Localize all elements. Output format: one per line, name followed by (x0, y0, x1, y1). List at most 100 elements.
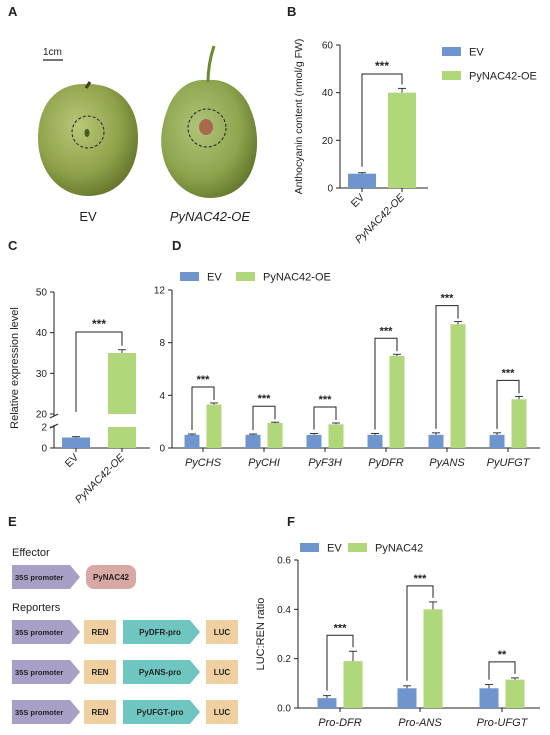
reporter-pro-arrow (123, 660, 200, 684)
chart-d-bar (367, 434, 383, 448)
chart-c-y-tick-label: 30 (36, 369, 48, 380)
chart-d-sig-bracket (313, 406, 337, 430)
chart-c-bar (108, 427, 136, 448)
chart-d-legend-swatch (236, 272, 255, 281)
panel-letter-b: B (287, 4, 297, 19)
reporter-promoter-arrow (12, 660, 80, 684)
chart-f-legend-swatch (300, 543, 319, 552)
reporter-pro-arrow (123, 700, 200, 724)
chart-f-y-label: LUC:REN ratio (255, 598, 267, 671)
chart-d-y-tick-label: 4 (159, 391, 165, 402)
chart-d-y-tick-label: 8 (159, 338, 165, 349)
construct-diagram: Effector 35S promoter PyNAC42 Reporters … (12, 547, 238, 724)
chart-f-bar (343, 661, 363, 708)
chart-d-bar (511, 399, 527, 448)
chart-f-legend-label: EV (327, 543, 342, 555)
chart-d-bar (428, 434, 444, 448)
chart-f-bar (505, 679, 525, 708)
chart-d-sig-label: *** (502, 367, 516, 379)
reporter-luc-label: LUC (214, 668, 231, 677)
effector-promoter-arrow (12, 565, 80, 589)
chart-f-sig-bracket (406, 585, 434, 681)
chart-d-sig-bracket (374, 337, 398, 430)
chart-b-y-tick-label: 60 (322, 41, 334, 52)
reporter-promoter-arrow (12, 700, 80, 724)
chart-c-sig-label: *** (92, 317, 106, 331)
chart-b-legend-label: EV (469, 47, 484, 59)
reporters-title: Reporters (12, 602, 61, 614)
reporter-luc-label: LUC (214, 628, 231, 637)
chart-d-legend-swatch (180, 272, 199, 281)
chart-d-y-tick-label: 12 (154, 286, 166, 297)
chart-f-sig-label: *** (414, 573, 428, 585)
chart-d-y-tick-label: 0 (159, 444, 165, 455)
panel-letter-d: D (172, 238, 182, 253)
chart-d-legend-label: PyNAC42-OE (263, 272, 331, 284)
reporter-ren-box (84, 700, 116, 724)
chart-f-bar (479, 688, 499, 708)
scale-bar-label: 1cm (43, 47, 62, 58)
chart-d-x-tick-label: PyANS (429, 457, 465, 469)
chart-d-bar (389, 355, 405, 448)
chart-b-y-tick-label: 20 (322, 136, 334, 147)
chart-d: 0 4 8 12 PyCHS *** PyCHI *** PyF3H *** PyDFR *** PyA… (154, 272, 540, 469)
chart-f-x-tick-label: Pro-UFGT (477, 717, 529, 729)
chart-c-y-tick-label: 20 (36, 410, 48, 421)
chart-c-axis-break (49, 413, 59, 419)
reporter-pro-label: PyUFGT-pro (137, 708, 184, 717)
chart-d-bar (489, 434, 505, 448)
chart-d-bar (306, 434, 322, 448)
photo-label-oe: PyNAC42-OE (170, 209, 251, 224)
chart-f-y-tick-label: 0.6 (277, 556, 291, 567)
reporter-pro-label: PyDFR-pro (139, 628, 181, 637)
chart-f-bar (423, 609, 443, 708)
chart-f-sig-label: ** (498, 649, 507, 661)
panel-letter-e: E (8, 514, 17, 529)
chart-b-y-tick-label: 40 (322, 88, 334, 99)
chart-b-legend-swatch (442, 47, 461, 56)
chart-d-sig-label: *** (380, 325, 394, 337)
chart-d-legend-label: EV (207, 272, 222, 284)
chart-d-bar (450, 324, 466, 448)
chart-c-x-tick-label: EV (63, 452, 81, 470)
chart-d-bar (184, 434, 200, 448)
chart-c-bar (108, 353, 136, 414)
chart-d-bar (267, 422, 283, 448)
chart-d-sig-bracket (252, 405, 276, 431)
effector-title: Effector (12, 547, 50, 559)
chart-b-bar (388, 92, 416, 188)
reporter-pro-label: PyANS-pro (139, 668, 181, 677)
chart-b-bar (348, 173, 376, 188)
panel-letter-a: A (8, 4, 18, 19)
chart-c-y-tick-label: 50 (36, 288, 48, 299)
photo-label-ev: EV (79, 209, 97, 224)
chart-d-bar (206, 404, 222, 448)
chart-f-bar (317, 698, 337, 708)
chart-d-x-tick-label: PyDFR (368, 457, 404, 469)
reporter-promoter-label: 35S promoter (15, 708, 63, 717)
chart-c-y-tick-label: 0 (41, 444, 47, 455)
chart-d-x-tick-label: PyUFGT (487, 457, 531, 469)
chart-d-sig-bracket (435, 305, 459, 429)
chart-d-sig-label: *** (258, 393, 272, 405)
chart-f-x-tick-label: Pro-ANS (398, 717, 442, 729)
chart-c-sig-bracket (75, 331, 123, 412)
pear-ev-image (38, 81, 138, 196)
chart-c-y-label: Relative expression level (9, 307, 21, 429)
chart-f-bar (397, 688, 417, 708)
chart-f-y-tick-label: 0.2 (277, 654, 291, 665)
chart-d-sig-label: *** (441, 293, 455, 305)
reporter-pro-arrow (123, 620, 200, 644)
chart-b-y-label: Anthocyanin content (nmol/g FW) (293, 39, 305, 195)
chart-d-sig-bracket (496, 379, 520, 429)
chart-f-sig-bracket (488, 661, 516, 680)
reporter-luc-box (206, 700, 238, 724)
reporter-promoter-arrow (12, 620, 80, 644)
chart-f-y-tick-label: 0.0 (277, 704, 291, 715)
chart-d-x-tick-label: PyCHI (248, 457, 280, 469)
chart-f-sig-bracket (326, 634, 354, 691)
effector-promoter-label: 35S promoter (15, 573, 63, 582)
pear-oe-image (161, 45, 258, 198)
